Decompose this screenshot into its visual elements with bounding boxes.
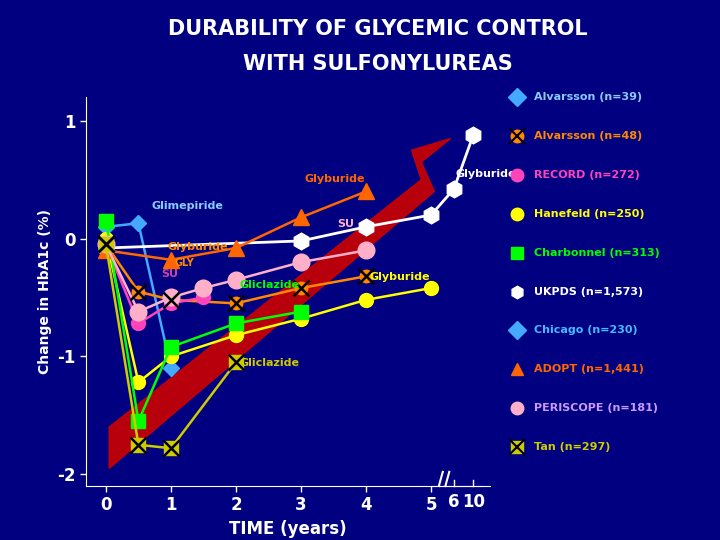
Text: Chicago (n=230): Chicago (n=230): [534, 326, 638, 335]
Polygon shape: [109, 138, 451, 468]
Text: WITH SULFONYLUREAS: WITH SULFONYLUREAS: [243, 53, 513, 74]
Text: SU: SU: [337, 219, 354, 229]
Text: UKPDS (n=1,573): UKPDS (n=1,573): [534, 287, 644, 296]
Text: Glimepiride: Glimepiride: [151, 201, 223, 211]
Text: 6: 6: [448, 493, 459, 511]
Text: Glyburide: Glyburide: [168, 242, 228, 252]
Text: 10: 10: [462, 493, 485, 511]
Text: Gliclazide: Gliclazide: [239, 358, 300, 368]
Text: Glyburide: Glyburide: [456, 170, 516, 179]
Text: Glyburide: Glyburide: [305, 174, 365, 184]
Text: GLY: GLY: [174, 258, 194, 268]
Text: Tan (n=297): Tan (n=297): [534, 442, 611, 452]
Text: Glyburide: Glyburide: [369, 272, 430, 282]
Text: Gliclazide: Gliclazide: [239, 280, 300, 290]
Text: RECORD (n=272): RECORD (n=272): [534, 170, 640, 180]
Text: Hanefeld (n=250): Hanefeld (n=250): [534, 209, 644, 219]
Text: Alvarsson (n=48): Alvarsson (n=48): [534, 131, 642, 141]
Text: ADOPT (n=1,441): ADOPT (n=1,441): [534, 364, 644, 374]
Y-axis label: Change in HbA1c (%): Change in HbA1c (%): [38, 209, 52, 374]
Text: DURABILITY OF GLYCEMIC CONTROL: DURABILITY OF GLYCEMIC CONTROL: [168, 19, 588, 39]
Text: Alvarsson (n=39): Alvarsson (n=39): [534, 92, 642, 102]
Text: PERISCOPE (n=181): PERISCOPE (n=181): [534, 403, 658, 413]
X-axis label: TIME (years): TIME (years): [229, 520, 347, 538]
Text: Charbonnel (n=313): Charbonnel (n=313): [534, 248, 660, 258]
Text: SU: SU: [161, 269, 178, 280]
